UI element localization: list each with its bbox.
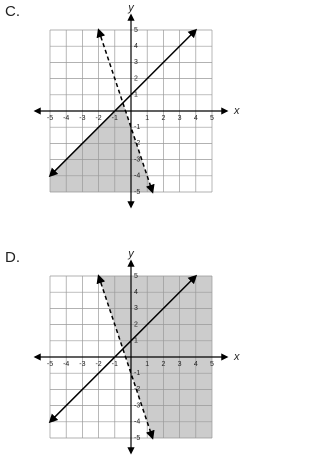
x-tick-label: -3 (79, 361, 85, 368)
graph-label: D. (5, 249, 20, 266)
x-tick-label: -5 (47, 115, 53, 122)
y-tick-label: 3 (134, 305, 138, 312)
x-tick-label: 5 (210, 115, 214, 122)
y-tick-label: 5 (134, 27, 138, 34)
graph-label: C. (5, 3, 20, 20)
x-tick-label: 1 (145, 115, 149, 122)
x-axis-label: x (233, 351, 240, 363)
x-tick-label: -3 (79, 115, 85, 122)
x-tick-label: 2 (161, 115, 165, 122)
y-axis-label: y (127, 2, 135, 14)
x-tick-label: 4 (194, 361, 198, 368)
boundary-line (96, 28, 155, 194)
x-tick-label: 2 (161, 361, 165, 368)
y-tick-label: 1 (134, 338, 138, 345)
x-tick-label: -1 (112, 361, 118, 368)
x-tick-label: -5 (47, 361, 53, 368)
worksheet: C. x y -5 -4 -3 -2 -1 1 2 3 4 5 -5 -4 -3 -2 -1 1 2 3 4 5 D. x y -5… (5, 2, 240, 455)
x-tick-label: 1 (145, 361, 149, 368)
y-tick-label: 1 (134, 92, 138, 99)
y-tick-label: -5 (134, 189, 140, 196)
y-tick-label: -1 (134, 124, 140, 131)
y-tick-label: 4 (134, 289, 138, 296)
x-axis-label: x (233, 105, 240, 117)
y-tick-label: 2 (134, 75, 138, 82)
x-tick-label: -2 (95, 361, 101, 368)
y-tick-label: 5 (134, 273, 138, 280)
y-tick-label: 2 (134, 321, 138, 328)
y-tick-label: 3 (134, 59, 138, 66)
x-tick-label: 3 (178, 115, 182, 122)
y-tick-label: 4 (134, 43, 138, 50)
x-tick-label: 5 (210, 361, 214, 368)
y-tick-label: -1 (134, 370, 140, 377)
x-tick-label: -4 (63, 361, 69, 368)
y-axis-label: y (127, 248, 135, 260)
x-tick-label: 4 (194, 115, 198, 122)
boundary-line (96, 274, 155, 440)
y-tick-label: -5 (134, 435, 140, 442)
y-tick-label: -4 (134, 419, 140, 426)
y-tick-label: -3 (134, 402, 140, 409)
x-tick-label: -1 (112, 115, 118, 122)
y-tick-label: -4 (134, 173, 140, 180)
y-tick-label: -3 (134, 156, 140, 163)
x-tick-label: 3 (178, 361, 182, 368)
x-tick-label: -4 (63, 115, 69, 122)
x-tick-label: -2 (95, 115, 101, 122)
